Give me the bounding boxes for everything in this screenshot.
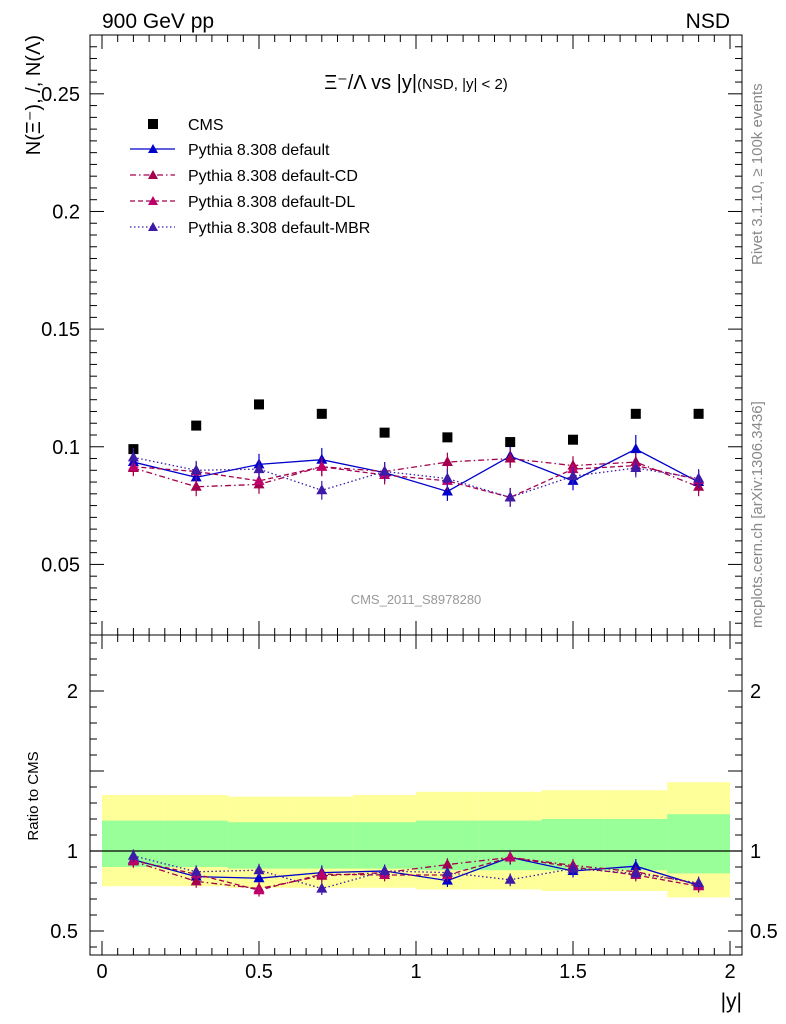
legend-cd-label: Pythia 8.308 default-CD	[188, 168, 358, 185]
mcplots-label: mcplots.cern.ch [arXiv:1306.3436]	[749, 401, 766, 628]
point-top-mbr	[693, 472, 705, 483]
x-tick-label: 1	[410, 961, 421, 983]
legend-default-marker	[148, 144, 158, 153]
point-ratio-mbr	[190, 865, 202, 876]
y-tick-label-top: 0.25	[41, 84, 80, 106]
point-top-cd	[190, 480, 202, 491]
point-top-mbr	[253, 463, 265, 474]
y-tick-label-ratio-left: 2	[67, 681, 78, 703]
point-ratio-mbr	[127, 849, 139, 860]
point-top-mbr	[127, 451, 139, 462]
point-top-mbr	[630, 461, 642, 472]
plot-title: Ξ⁻/Λ vs |y|(NSD, |y| < 2)	[324, 72, 508, 94]
point-cms	[568, 434, 578, 445]
point-ratio-mbr	[379, 865, 391, 875]
point-ratio-cd	[441, 858, 453, 869]
point-ratio-mbr	[253, 864, 265, 875]
point-ratio-mbr	[504, 873, 516, 884]
y-tick-label-top: 0.15	[41, 319, 80, 341]
point-cms	[254, 399, 264, 410]
point-cms	[191, 420, 202, 431]
point-cms	[379, 427, 390, 438]
legend-mbr-label: Pythia 8.308 default-MBR	[188, 220, 370, 237]
point-ratio-default	[253, 872, 265, 883]
point-ratio-mbr	[693, 877, 705, 887]
point-ratio-dl	[504, 851, 516, 862]
point-cms	[316, 408, 327, 419]
point-top-default	[630, 443, 642, 454]
point-cms	[505, 437, 516, 448]
point-top-cd	[504, 452, 516, 463]
y-tick-label-ratio-right: 1	[750, 841, 761, 863]
plot-title-sub: (NSD, |y| < 2)	[417, 76, 508, 93]
y-tick-label-top: 0.2	[52, 201, 80, 223]
series-line-ratio-mbr	[133, 855, 699, 890]
legend-cms-label: CMS	[188, 117, 224, 134]
point-top-mbr	[190, 464, 202, 475]
band-inner-bin	[353, 822, 416, 869]
point-top-mbr	[441, 472, 453, 483]
point-cms	[630, 408, 641, 419]
y-tick-label-top: 0.05	[41, 554, 80, 576]
series-line-top-cd	[133, 457, 699, 488]
series-line-ratio-dl	[133, 856, 699, 891]
series-line-top-default	[133, 448, 699, 493]
y-tick-label-ratio-left: 1	[67, 841, 78, 863]
point-top-mbr	[316, 484, 328, 495]
y-axis-label-top: N(Ξ⁻), /, N(Λ)	[23, 35, 45, 155]
point-ratio-default	[630, 860, 642, 871]
x-tick-label: 2	[724, 961, 735, 983]
point-ratio-mbr	[567, 862, 579, 873]
y-tick-label-ratio-right: 2	[750, 681, 761, 703]
point-ratio-dl	[253, 884, 265, 895]
x-tick-label: 0.5	[245, 961, 273, 983]
series-line-top-dl	[133, 464, 699, 499]
point-top-mbr	[379, 465, 391, 476]
header-right: NSD	[686, 10, 730, 33]
legend-dl-label: Pythia 8.308 default-DL	[188, 194, 355, 211]
y-tick-label-ratio-right: 0.5	[750, 921, 778, 943]
point-cms	[442, 432, 453, 443]
series-line-top-mbr	[133, 456, 699, 499]
point-ratio-mbr	[630, 867, 642, 878]
point-top-mbr	[567, 470, 579, 481]
point-top-dl	[253, 474, 265, 485]
watermark: CMS_2011_S8978280	[351, 592, 482, 607]
header-left: 900 GeV pp	[102, 10, 214, 33]
x-tick-label: 0	[96, 961, 107, 983]
legend-cd-marker	[148, 170, 158, 179]
x-axis-label: |y|	[721, 990, 742, 1013]
point-top-cd	[441, 456, 453, 467]
point-ratio-mbr	[441, 866, 453, 877]
legend-default-label: Pythia 8.308 default	[188, 142, 330, 159]
point-cms	[693, 408, 704, 419]
x-tick-label: 1.5	[559, 961, 587, 983]
point-top-dl	[316, 460, 328, 471]
legend: CMS Pythia 8.308 default Pythia 8.308 de…	[130, 117, 370, 237]
point-ratio-dl	[316, 868, 328, 879]
point-top-mbr	[504, 491, 516, 502]
point-top-default	[441, 485, 453, 496]
series-line-ratio-cd	[133, 856, 699, 890]
y-tick-label-top: 0.1	[52, 437, 80, 459]
band-inner-bin	[227, 822, 291, 869]
legend-cms-marker	[148, 119, 158, 129]
rivet-version-label: Rivet 3.1.10, ≥ 100k events	[749, 83, 766, 265]
band-inner-bin	[667, 814, 730, 874]
ratio-panel-frame	[89, 634, 743, 956]
band-inner-bin	[290, 822, 354, 869]
plot-title-main: Ξ⁻/Λ vs |y|	[324, 72, 417, 94]
y-axis-label-ratio: Ratio to CMS	[25, 751, 42, 840]
point-ratio-mbr	[316, 882, 328, 893]
legend-dl-marker	[148, 196, 158, 205]
band-inner-bin	[164, 820, 228, 867]
y-tick-label-ratio-left: 0.5	[50, 921, 78, 943]
legend-mbr-marker	[148, 222, 158, 231]
